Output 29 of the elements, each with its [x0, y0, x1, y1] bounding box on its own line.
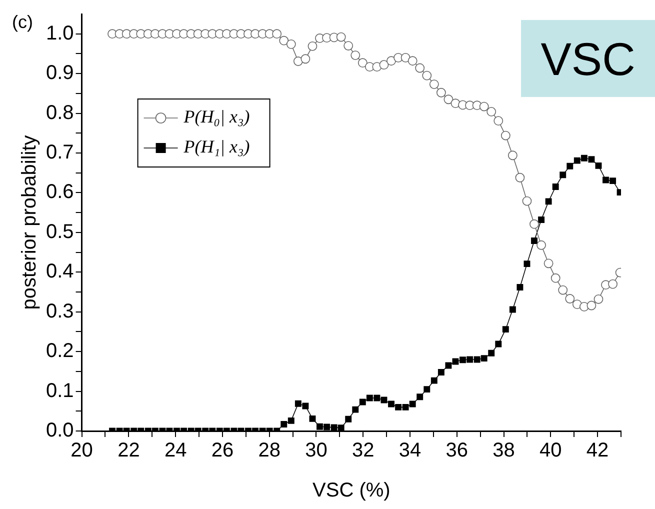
text: (c) [12, 12, 33, 33]
x-tick-label: 28 [258, 440, 280, 462]
y-tick-label: 0.7 [46, 142, 74, 164]
x-tick-label: 24 [164, 440, 187, 462]
y-tick-label: 0.8 [46, 102, 74, 124]
y-tick-label: 0.4 [46, 260, 74, 283]
x-tick-label: 26 [211, 440, 234, 462]
x-tick-label: 20 [70, 440, 93, 462]
y-tick-label: 0.3 [46, 300, 74, 322]
y-tick-label: 0.2 [46, 340, 74, 362]
legend-label: P(H₁| x₃) [182, 136, 250, 157]
x-tick-label: 38 [492, 440, 515, 462]
y-tick-label: 1.0 [46, 22, 74, 44]
x-tick-label: 30 [305, 440, 328, 462]
annotation: VSC [521, 20, 655, 97]
y-tick-label: 0.1 [46, 380, 74, 402]
y-axis-title: posterior probability [18, 135, 41, 310]
y-tick-label: 0.9 [46, 62, 74, 84]
x-tick-label: 36 [446, 440, 468, 462]
y-tick-label: 0.6 [46, 181, 74, 204]
legend-label: P(H₀| x₃) [182, 106, 250, 127]
x-tick-label: 40 [540, 440, 562, 462]
x-tick-label: 42 [586, 440, 609, 462]
x-tick-label: 22 [118, 440, 140, 462]
y-tick-label: 0.0 [46, 420, 74, 442]
x-tick-label: 34 [398, 440, 422, 462]
x-tick-label: 32 [352, 440, 374, 462]
y-tick-label: 0.5 [46, 220, 74, 243]
x-axis-title: VSC (%) [312, 480, 390, 502]
